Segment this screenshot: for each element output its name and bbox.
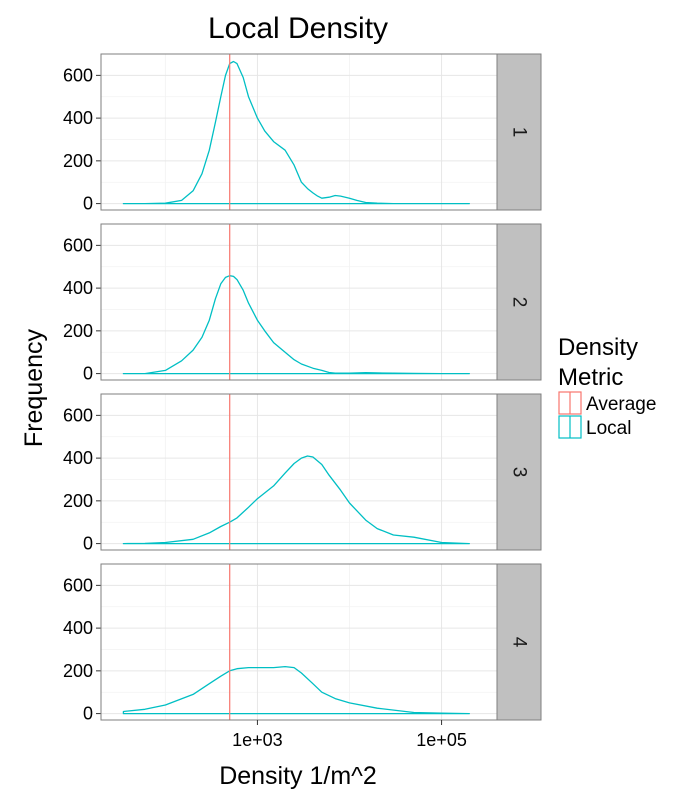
x-axis-title: Density 1/m^2 (219, 762, 377, 790)
local-density-curve (122, 275, 470, 375)
legend-label: Local (586, 418, 631, 439)
legend: Density Metric Average Local (558, 334, 656, 439)
facet-panel-3: 0 200 400 600 3 (63, 393, 542, 554)
panel-background (101, 564, 497, 720)
y-tick-label: 0 (83, 364, 93, 384)
legend-key-local (558, 415, 582, 439)
y-tick-label: 600 (63, 575, 93, 595)
y-tick-label: 400 (63, 618, 93, 638)
facet-strip-label: 4 (509, 637, 530, 648)
y-tick-label: 400 (63, 278, 93, 298)
facet-strip (496, 393, 542, 551)
y-tick-label: 400 (63, 108, 93, 128)
y-tick-label: 0 (83, 534, 93, 554)
local-density-curve (122, 665, 470, 715)
y-tick-label: 0 (83, 194, 93, 214)
y-tick-label: 200 (63, 491, 93, 511)
legend-title-line: Density (558, 334, 638, 361)
chart-title: Local Density (208, 12, 388, 45)
facet-panel-2: 0 200 400 600 2 (63, 223, 542, 384)
y-tick-label: 600 (63, 235, 93, 255)
facet-panel-4: 0 200 400 600 4 (63, 563, 542, 724)
facet-strip-label: 2 (509, 297, 530, 308)
facet-strip-label: 3 (509, 467, 530, 478)
local-density-curve (122, 455, 470, 545)
y-tick-label: 200 (63, 151, 93, 171)
legend-label: Average (586, 394, 656, 415)
facet-strip (496, 563, 542, 721)
x-tick-label: 1e+05 (416, 730, 467, 750)
facet-strip (496, 53, 542, 211)
panel-background (101, 54, 497, 210)
y-tick-label: 400 (63, 448, 93, 468)
legend-title-line: Metric (558, 364, 623, 391)
x-tick-label: 1e+03 (232, 730, 283, 750)
y-tick-label: 200 (63, 661, 93, 681)
y-tick-label: 600 (63, 65, 93, 85)
local-density-curve (122, 60, 470, 205)
facet-strip-label: 1 (509, 127, 530, 138)
panel-background (101, 224, 497, 380)
x-axis: 1e+03 1e+05 (232, 720, 467, 750)
y-tick-label: 0 (83, 704, 93, 724)
facet-panels: 0 200 400 600 1 0 200 400 600 2 0 200 400 600 3 0 200 400… (63, 53, 542, 724)
facet-panel-1: 0 200 400 600 1 (63, 53, 542, 214)
y-axis-title: Frequency (20, 328, 48, 447)
legend-key-average (558, 391, 582, 415)
facet-strip (496, 223, 542, 381)
y-tick-label: 600 (63, 405, 93, 425)
y-tick-label: 200 (63, 321, 93, 341)
panel-background (101, 394, 497, 550)
